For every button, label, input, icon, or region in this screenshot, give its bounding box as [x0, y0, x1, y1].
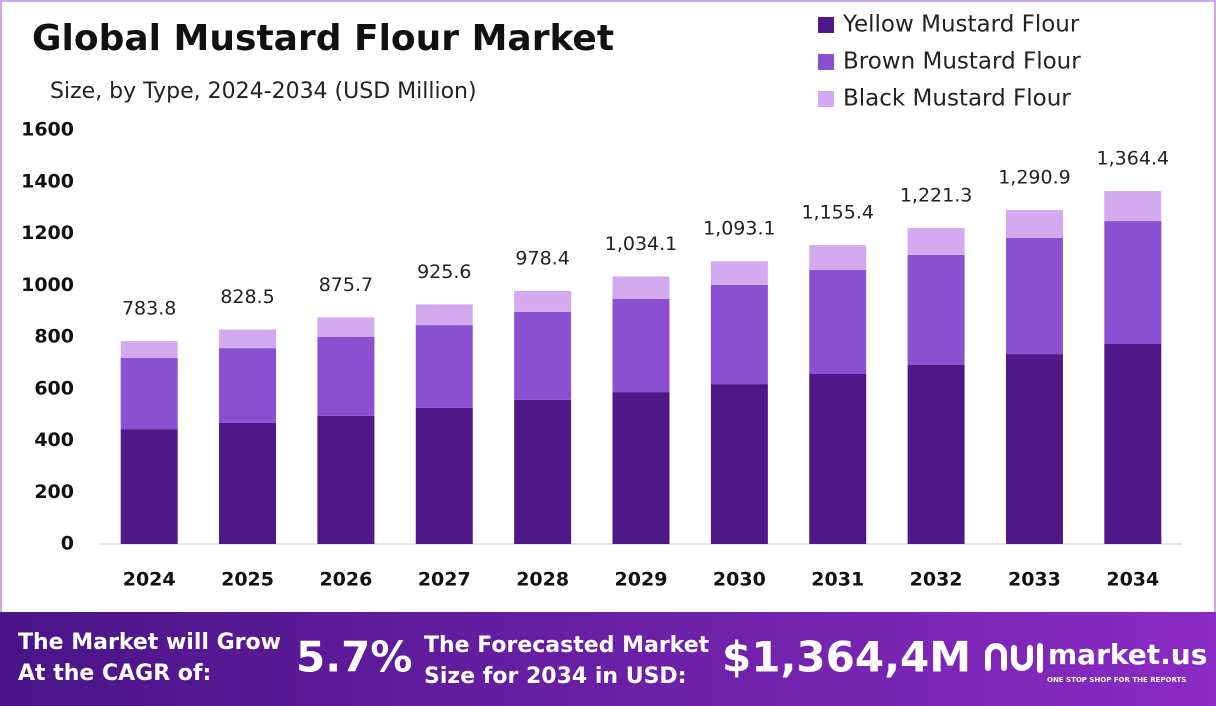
- total-label: 1,221.3: [900, 184, 973, 206]
- bar-segment: [710, 284, 768, 385]
- bar-segment: [514, 399, 572, 544]
- y-tick-label: 200: [34, 481, 74, 503]
- total-label: 1,093.1: [703, 218, 776, 240]
- bar-segment: [1005, 209, 1063, 238]
- bar-segment: [317, 415, 375, 544]
- x-tick-label: 2026: [319, 569, 372, 591]
- brand-logo: [985, 643, 1043, 673]
- x-tick-label: 2032: [910, 569, 963, 591]
- footer-forecast-text: Size for 2034 in USD:: [424, 664, 687, 689]
- legend-label: Brown Mustard Flour: [843, 49, 1081, 75]
- y-tick-label: 1600: [21, 119, 74, 141]
- y-tick-label: 400: [34, 429, 74, 451]
- bar-segment: [710, 261, 768, 285]
- bar-segment: [1104, 191, 1162, 222]
- x-tick-label: 2027: [418, 569, 471, 591]
- x-tick-label: 2025: [221, 569, 274, 591]
- bar-segment: [219, 422, 277, 544]
- x-tick-label: 2034: [1106, 569, 1159, 591]
- legend-swatch: [818, 91, 834, 107]
- x-tick-label: 2030: [713, 569, 766, 591]
- bar-segment: [514, 311, 572, 400]
- bar-segment: [120, 357, 178, 430]
- bar-segment: [1104, 343, 1162, 544]
- legend-label: Black Mustard Flour: [843, 86, 1071, 112]
- bar-segment: [219, 348, 277, 423]
- y-tick-label: 1200: [21, 222, 74, 244]
- total-label: 783.8: [122, 298, 176, 320]
- bar-segment: [612, 298, 670, 393]
- legend-label: Yellow Mustard Flour: [842, 12, 1080, 38]
- brand: market.us: [1048, 638, 1207, 671]
- x-tick-label: 2028: [516, 569, 569, 591]
- chart-subtitle: Size, by Type, 2024-2034 (USD Million): [50, 79, 477, 104]
- x-tick-label: 2033: [1008, 569, 1061, 591]
- x-tick-label: 2029: [615, 569, 668, 591]
- footer-forecast: $1,364,4M: [722, 633, 971, 682]
- bar-segment: [415, 304, 473, 326]
- y-tick-label: 800: [34, 326, 74, 348]
- total-label: 828.5: [220, 286, 274, 308]
- bar-segment: [120, 429, 178, 544]
- footer-cagr-text: The Market will Grow: [18, 630, 281, 655]
- bar-segment: [1005, 237, 1063, 355]
- total-label: 1,155.4: [801, 202, 874, 224]
- bar-segment: [415, 407, 473, 544]
- bar-segment: [317, 317, 375, 337]
- bar-segment: [219, 329, 277, 349]
- total-label: 1,290.9: [998, 166, 1071, 188]
- bar-segment: [1104, 221, 1162, 344]
- bar-segment: [514, 290, 572, 312]
- y-tick-label: 0: [61, 533, 74, 555]
- bar-segment: [612, 276, 670, 299]
- bar-segment: [120, 341, 178, 358]
- footer-cagr-text: At the CAGR of:: [18, 661, 211, 686]
- bar-segment: [809, 374, 867, 544]
- bar-segment: [317, 337, 375, 416]
- legend-swatch: [818, 17, 834, 33]
- bar-segment: [907, 254, 965, 365]
- footer-band: [0, 612, 1216, 706]
- total-label: 978.4: [515, 247, 569, 269]
- chart-title: Global Mustard Flour Market: [32, 18, 614, 59]
- bar-segment: [710, 384, 768, 544]
- bar-segment: [907, 364, 965, 544]
- x-tick-label: 2024: [123, 569, 176, 591]
- legend-swatch: [818, 54, 834, 70]
- bar-segment: [415, 325, 473, 408]
- tagline: ONE STOP SHOP FOR THE REPORTS: [1047, 676, 1186, 684]
- total-label: 875.7: [319, 274, 373, 296]
- footer-cagr: 5.7%: [296, 633, 412, 682]
- total-label: 1,034.1: [605, 233, 678, 255]
- x-tick-label: 2031: [811, 569, 864, 591]
- bar-segment: [809, 245, 867, 270]
- bar-segment: [1005, 354, 1063, 544]
- total-label: 1,364.4: [1097, 147, 1170, 169]
- y-tick-label: 1000: [21, 274, 74, 296]
- total-label: 925.6: [417, 261, 471, 283]
- bar-segment: [907, 228, 965, 255]
- bar-segment: [612, 392, 670, 544]
- y-tick-label: 600: [34, 377, 74, 399]
- footer-forecast-text: The Forecasted Market: [424, 633, 710, 658]
- bar-segment: [809, 269, 867, 375]
- y-tick-label: 1400: [21, 170, 74, 192]
